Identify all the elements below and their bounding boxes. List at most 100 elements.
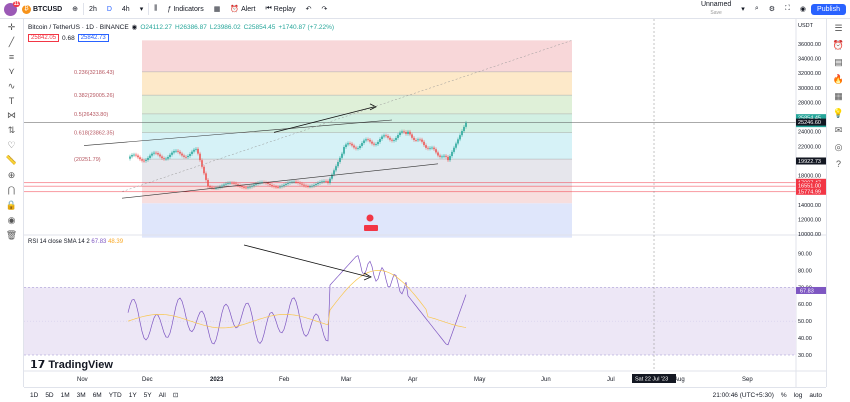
watchlist-icon[interactable]: ☰ (834, 23, 843, 33)
candle (343, 147, 345, 154)
pitchfork-icon[interactable]: ⋎ (8, 66, 15, 76)
clock[interactable]: 21:00:46 (UTC+5:30) (712, 391, 774, 399)
interval-dropdown[interactable]: ▾ (135, 0, 149, 19)
data-window-icon[interactable]: ▤ (834, 57, 843, 67)
trash-icon[interactable]: 🗑 (5, 230, 18, 240)
user-avatar[interactable]: 11 (4, 0, 20, 16)
ruler-icon[interactable]: 📏 (5, 155, 18, 165)
lock-icon[interactable]: 🔒 (5, 200, 18, 210)
top-toolbar: 11 ₿ BTCUSD ⊕ 2h D 4h ▾ ⫼ ƒ Indicators ▦ … (0, 0, 850, 19)
alert-button[interactable]: ⏰ Alert (225, 0, 260, 19)
legend-eye-icon[interactable]: ◉ (131, 24, 138, 31)
rsi-value: 67.83 (91, 239, 107, 245)
brush-icon[interactable]: ∿ (7, 81, 16, 91)
settings-button[interactable]: ⚙ (764, 0, 780, 19)
layout-menu[interactable]: Unnamed Save (696, 0, 736, 19)
ideas-icon[interactable]: 💡 (832, 108, 845, 118)
symbol-search[interactable]: ₿ BTCUSD (17, 0, 67, 19)
compare-button[interactable]: ⊕ (67, 0, 83, 19)
replay-button[interactable]: ⏮ Replay (260, 0, 300, 19)
pattern-icon[interactable]: ⋈ (7, 110, 16, 120)
candle (185, 156, 187, 158)
price-chart[interactable]: 0.236(32186.43) 0.382(29005.26) 0.5(26433.… (24, 19, 826, 387)
text-icon[interactable]: T (8, 96, 15, 106)
interval-2h[interactable]: 2h (89, 5, 97, 13)
bitcoin-icon: ₿ (22, 4, 31, 14)
candle (309, 186, 311, 188)
indicators-label: Indicators (173, 5, 204, 13)
range-all[interactable]: All (158, 391, 166, 399)
range-ytd[interactable]: YTD (108, 391, 122, 399)
auto-toggle[interactable]: auto (809, 391, 822, 399)
symbol-legend: Bitcoin / TetherUS · 1D · BINANCE ◉ O241… (28, 23, 334, 32)
calendar-icon[interactable]: ▦ (834, 91, 843, 101)
eye-icon[interactable]: ◉ (7, 215, 16, 225)
forecast-icon[interactable]: ⇅ (7, 125, 16, 135)
candle (351, 143, 353, 146)
chat-icon[interactable]: ✉ (834, 125, 843, 135)
candle (305, 185, 307, 187)
snapshot-button[interactable]: ◉ (795, 0, 811, 19)
candle (347, 143, 349, 145)
magnet-icon[interactable]: ⋂ (7, 185, 16, 195)
range-1m[interactable]: 1M (60, 391, 70, 399)
range-5d[interactable]: 5D (45, 391, 54, 399)
streams-icon[interactable]: ◎ (834, 142, 843, 152)
redo-button[interactable]: ↷ (316, 0, 332, 19)
interval-d[interactable]: D (106, 5, 112, 13)
range-1d[interactable]: 1D (30, 391, 39, 399)
percent-toggle[interactable]: % (780, 391, 787, 399)
rsi-tick-label: 90.00 (798, 251, 812, 257)
alerts-icon[interactable]: ⏰ (832, 40, 845, 50)
candle (401, 131, 403, 133)
rsi-tag-label: 67.83 (800, 288, 814, 294)
fib-band-7 (142, 203, 572, 238)
range-5y[interactable]: 5Y (143, 391, 152, 399)
publish-button[interactable]: Publish (811, 3, 846, 15)
range-6m[interactable]: 6M (92, 391, 102, 399)
time-tick-label: Sep (742, 377, 753, 383)
zoom-icon[interactable]: ⊕ (7, 170, 16, 180)
time-tick-label: Jun (541, 377, 551, 383)
price-tick-label: 30000.00 (798, 86, 821, 92)
indicators-button[interactable]: ƒ Indicators (162, 0, 208, 19)
event-marker-icon (366, 214, 374, 222)
trendline-icon[interactable]: ╱ (8, 37, 15, 47)
quick-search-button[interactable]: ⌕ (750, 0, 764, 19)
candle (237, 184, 239, 186)
horizontal-lines-icon[interactable]: ≡ (8, 52, 15, 62)
candle (247, 187, 249, 189)
candle (313, 185, 315, 186)
symbol-label: BTCUSD (33, 5, 63, 13)
crosshair-time-label: Sat 22 Jul '23 (635, 377, 668, 383)
candle (203, 166, 205, 174)
price-tag (796, 118, 826, 126)
layout-dropdown[interactable]: ▾ (736, 0, 750, 19)
candle (285, 183, 287, 185)
fib-band-2 (142, 95, 572, 114)
buy-button[interactable]: 25842.73 (77, 34, 109, 42)
log-toggle[interactable]: log (793, 391, 803, 399)
heart-icon[interactable]: ♡ (7, 140, 16, 150)
range-1y[interactable]: 1Y (128, 391, 137, 399)
interval-4h[interactable]: 4h (121, 5, 130, 13)
hotlist-icon[interactable]: 🔥 (832, 74, 845, 84)
time-tick-label: May (474, 377, 485, 383)
candle (311, 185, 313, 187)
candle (139, 157, 141, 160)
candle (137, 155, 139, 158)
goto-date-icon[interactable]: ⊡ (172, 392, 179, 399)
candle (189, 153, 191, 156)
legend-high: H26386.87 (175, 23, 207, 31)
range-3m[interactable]: 3M (76, 391, 86, 399)
candle (195, 148, 197, 150)
fullscreen-button[interactable]: ⛶ (780, 0, 795, 19)
legend-title: Bitcoin / TetherUS · 1D · BINANCE (28, 23, 129, 31)
help-icon[interactable]: ? (835, 159, 841, 169)
price-tick-label: 14000.00 (798, 203, 821, 209)
crosshair-icon[interactable]: ✛ (7, 22, 16, 32)
chart-type-button[interactable]: ⫼ (149, 0, 162, 19)
layouts-button[interactable]: ▦ (209, 0, 226, 19)
undo-button[interactable]: ↶ (301, 0, 317, 19)
sell-button[interactable]: 25842.05 (28, 34, 60, 42)
